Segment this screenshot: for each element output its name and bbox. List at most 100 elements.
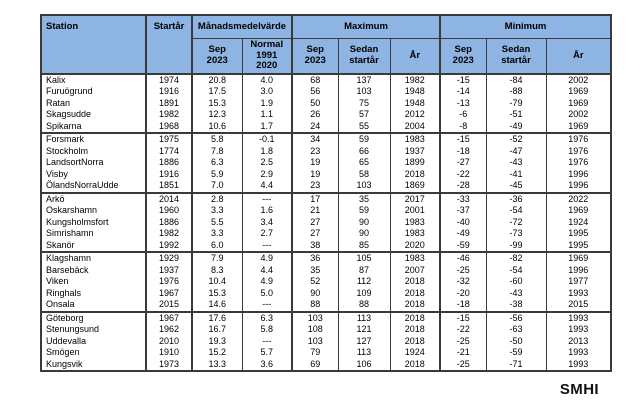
cell-min-since-start: -88 — [485, 86, 546, 98]
cell-min-sep2023: -28 — [439, 180, 486, 193]
cell-max-sep2023: 36 — [291, 252, 338, 265]
table-row: Kalix 1974 20.8 4.0 68 137 1982 -15 -84 2002 — [41, 73, 612, 86]
cell-max-year: 2012 — [389, 109, 440, 121]
cell-mean-normal: --- — [241, 239, 292, 252]
cell-max-sep2023: 19 — [291, 157, 338, 169]
cell-max-since-start: 90 — [337, 228, 390, 240]
cell-mean-sep2023: 16.7 — [191, 324, 242, 336]
cell-startyear: 2015 — [145, 299, 192, 312]
cell-station: Ringhals — [46, 287, 82, 298]
cell-max-since-start: 66 — [337, 145, 390, 157]
cell-mean-sep2023: 15.2 — [191, 347, 242, 359]
cell-mean-sep2023: 15.3 — [191, 287, 242, 299]
cell-mean-normal: 4.0 — [241, 73, 292, 86]
cell-max-year: 2007 — [389, 264, 440, 276]
cell-max-sep2023: 103 — [291, 311, 338, 324]
cell-mean-normal: 6.3 — [241, 311, 292, 324]
cell-max-sep2023: 35 — [291, 264, 338, 276]
cell-min-year: 1977 — [545, 276, 612, 288]
col-header-minimum: Minimum — [438, 15, 612, 39]
smhi-logo: SMHI — [559, 381, 599, 398]
cell-station: Göteborg — [46, 312, 84, 323]
cell-max-sep2023: 21 — [291, 205, 338, 217]
cell-station: Klagshamn — [46, 253, 92, 263]
cell-min-since-start: -43 — [485, 157, 546, 169]
cell-max-since-start: 65 — [337, 157, 390, 169]
cell-mean-normal: 2.9 — [241, 168, 292, 180]
cell-mean-normal: 5.7 — [241, 347, 292, 359]
cell-max-since-start: 55 — [337, 120, 390, 133]
cell-max-sep2023: 103 — [291, 335, 338, 347]
cell-startyear: 1916 — [145, 168, 192, 180]
col-header-max-sep2023: Sep 2023 — [291, 38, 338, 74]
cell-min-since-start: -84 — [485, 73, 546, 86]
cell-min-sep2023: -32 — [439, 276, 486, 288]
cell-min-year: 1993 — [545, 347, 612, 359]
cell-mean-normal: 1.6 — [241, 205, 292, 217]
table-row: Kungsvik 1973 13.3 3.6 69 106 2018 -25 -71 1993 — [41, 358, 612, 371]
cell-min-sep2023: -6 — [439, 109, 486, 121]
cell-min-sep2023: -21 — [439, 347, 486, 359]
cell-station: Ratan — [46, 97, 71, 108]
cell-min-since-start: -52 — [485, 133, 546, 146]
cell-min-year: 1969 — [545, 120, 612, 133]
table-row: Forsmark 1975 5.8 -0.1 34 59 1983 -15 -52 1976 — [41, 133, 612, 146]
cell-min-year: 1976 — [545, 145, 612, 157]
cell-max-year: 1948 — [389, 86, 440, 98]
cell-min-sep2023: -14 — [439, 86, 486, 98]
table-row: ÖlandsNorraUdde 1851 7.0 4.4 23 103 1869 -28 -45… — [41, 180, 612, 193]
cell-max-year: 1924 — [389, 347, 440, 359]
cell-min-year: 2002 — [545, 109, 612, 121]
cell-max-year: 1948 — [389, 97, 440, 109]
cell-max-sep2023: 24 — [291, 120, 338, 133]
col-header-min-since-start: Sedan startår — [485, 38, 546, 74]
table-row: Göteborg 1967 17.6 6.3 103 113 2018 -15 -56 1993 — [41, 311, 612, 324]
cell-max-year: 2018 — [389, 324, 440, 336]
cell-min-year: 1995 — [545, 239, 612, 252]
cell-max-sep2023: 23 — [291, 180, 338, 193]
cell-max-year: 2017 — [389, 192, 440, 205]
cell-max-sep2023: 108 — [291, 324, 338, 336]
cell-mean-sep2023: 5.5 — [191, 216, 242, 228]
cell-mean-sep2023: 3.3 — [191, 205, 242, 217]
cell-station: ÖlandsNorraUdde — [46, 180, 119, 190]
cell-min-since-start: -49 — [485, 120, 546, 133]
cell-mean-sep2023: 6.0 — [191, 239, 242, 252]
cell-max-sep2023: 68 — [291, 73, 338, 86]
cell-mean-normal: 1.9 — [241, 97, 292, 109]
table-row: Klagshamn 1929 7.9 4.9 36 105 1983 -46 -82 1969 — [41, 252, 612, 265]
station-group: Klagshamn 1929 7.9 4.9 36 105 1983 -46 -82 1969 Ba… — [41, 252, 612, 312]
col-header-startyear: Startår — [145, 15, 192, 74]
cell-min-sep2023: -37 — [439, 205, 486, 217]
cell-max-year: 2018 — [389, 299, 440, 312]
cell-min-sep2023: -15 — [439, 311, 486, 324]
cell-mean-normal: 5.8 — [241, 324, 292, 336]
cell-min-since-start: -47 — [485, 145, 546, 157]
cell-min-year: 1995 — [545, 228, 612, 240]
cell-station: Arkö — [46, 193, 65, 204]
cell-min-sep2023: -59 — [439, 239, 486, 252]
cell-max-year: 2001 — [389, 205, 440, 217]
table-row: Arkö 2014 2.8 --- 17 35 2017 -33 -36 2022 — [41, 192, 612, 205]
cell-mean-normal: 1.7 — [241, 120, 292, 133]
cell-mean-normal: 4.4 — [241, 180, 292, 193]
cell-min-since-start: -38 — [485, 299, 546, 312]
cell-startyear: 1982 — [145, 228, 192, 240]
cell-max-sep2023: 26 — [291, 109, 338, 121]
cell-max-sep2023: 27 — [291, 216, 338, 228]
cell-max-sep2023: 56 — [291, 86, 338, 98]
cell-mean-sep2023: 3.3 — [191, 228, 242, 240]
cell-min-year: 1969 — [545, 86, 612, 98]
cell-mean-normal: 3.0 — [241, 86, 292, 98]
cell-min-since-start: -54 — [485, 205, 546, 217]
cell-max-year: 1869 — [389, 180, 440, 193]
cell-min-sep2023: -46 — [439, 252, 486, 265]
cell-max-sep2023: 17 — [291, 192, 338, 205]
cell-min-year: 1996 — [545, 180, 612, 193]
cell-min-sep2023: -15 — [439, 133, 486, 146]
cell-min-since-start: -51 — [485, 109, 546, 121]
cell-min-sep2023: -13 — [439, 97, 486, 109]
cell-max-year: 1937 — [389, 145, 440, 157]
cell-min-sep2023: -33 — [439, 192, 486, 205]
cell-min-sep2023: -25 — [439, 335, 486, 347]
